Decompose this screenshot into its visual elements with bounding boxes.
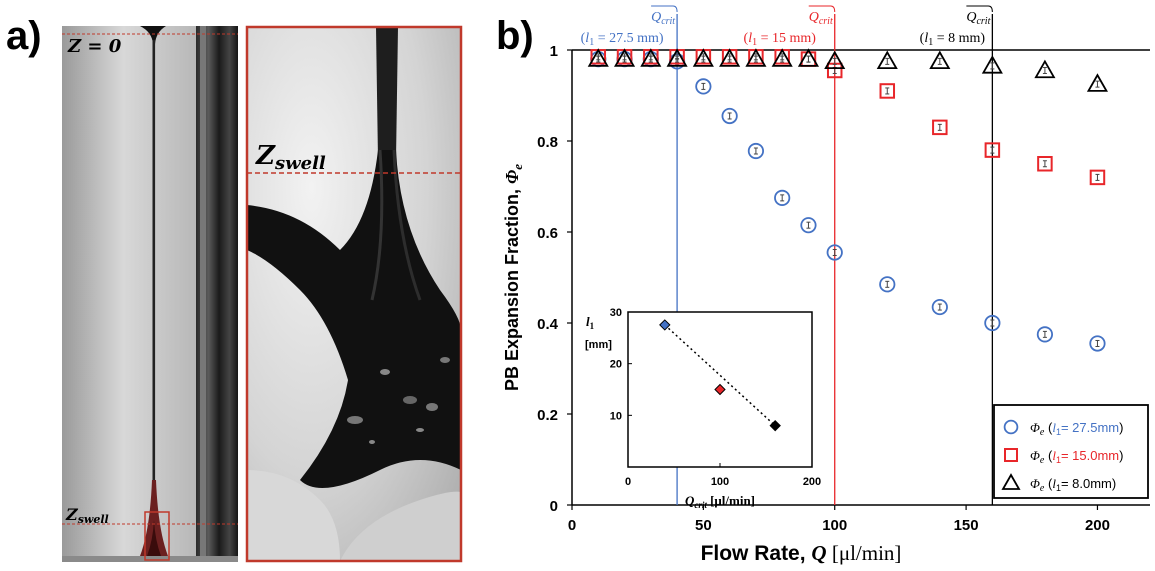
data-point [640, 48, 662, 67]
zoom-frame [245, 25, 463, 563]
inset-data-point [714, 383, 726, 396]
z0-label: Z = 0 [67, 36, 122, 57]
data-point [695, 78, 712, 95]
panel-label-b: b) [496, 14, 534, 58]
micrograph-zoom [247, 27, 461, 561]
data-point [1036, 326, 1054, 343]
inset-data-point [769, 419, 781, 432]
data-point [1003, 419, 1019, 435]
data-point [826, 244, 843, 261]
y-tick-label: 1 [550, 43, 558, 60]
qcrit-label: Qcrit [809, 10, 833, 27]
zoom-zswell-label: Zswell [255, 141, 326, 174]
inset-y-tick-label: 20 [610, 359, 622, 371]
data-point [876, 50, 898, 70]
x-tick-label: 150 [954, 517, 979, 534]
inset-y-unit: [mm] [585, 339, 612, 351]
micrograph-panel: Z = 0 Zswell Zswell [62, 25, 463, 563]
data-point [1037, 156, 1053, 172]
data-point [800, 217, 817, 234]
inset-y-label: l1 [586, 314, 595, 331]
inset-x-tick-label: 200 [803, 476, 821, 488]
data-point [981, 55, 1003, 74]
x-tick-label: 0 [568, 517, 576, 534]
data-point [932, 119, 948, 136]
inset-x-label: Qcrit [μl/min] [685, 493, 755, 510]
y-tick-label: 0 [550, 498, 558, 515]
y-tick-label: 0.2 [537, 407, 558, 424]
data-point [797, 48, 820, 67]
inset-chart: 10 20 30 0 100 200 l1 [mm] Qcrit [μl/min] [585, 307, 821, 510]
inset-data-point [659, 319, 671, 331]
y-tick-label: 0.6 [537, 225, 558, 242]
data-point [719, 48, 741, 67]
y-axis-label: PB Expansion Fraction, Φe [502, 164, 525, 391]
data-point [747, 142, 765, 160]
zswell-label: Zswell [65, 505, 109, 526]
inset-y-tick-label: 30 [610, 307, 622, 319]
qcrit-label: Qcrit [966, 10, 990, 27]
data-point [879, 83, 896, 99]
panel-label-a: a) [6, 14, 42, 58]
legend: Φe (l1= 27.5mm) Φe (l1= 15.0mm) Φe (l1= 8.… [993, 404, 1149, 499]
data-point [984, 314, 1001, 332]
x-tick-label: 200 [1085, 517, 1110, 534]
qcrit-bracket [808, 5, 836, 13]
data-point [1089, 335, 1106, 352]
data-point [1034, 59, 1056, 79]
data-point [1001, 473, 1021, 490]
legend-entry: Φe (l1= 8.0mm) [1030, 476, 1116, 494]
x-axis-label: Flow Rate, Q [μl/min] [701, 541, 902, 565]
y-tick-label: 0.8 [537, 134, 558, 151]
data-point [692, 48, 714, 67]
x-tick-label: 50 [695, 517, 712, 534]
data-point [613, 48, 636, 67]
data-point [721, 107, 738, 125]
data-point [879, 276, 896, 293]
data-point [745, 48, 767, 67]
legend-entry: Φe (l1= 27.5mm) [1030, 420, 1123, 438]
inset-x-tick-label: 100 [711, 476, 729, 488]
micrograph-full [62, 26, 238, 562]
zoom-region-box [144, 511, 170, 561]
data-point [931, 298, 948, 316]
legend-entry: Φe (l1= 15.0mm) [1030, 448, 1123, 466]
qcrit-bracket [651, 5, 678, 13]
qcrit-length-label: (l1 = 27.5 mm) [581, 31, 664, 48]
legend-box [993, 404, 1149, 499]
qcrit-length-label: (l1 = 8 mm) [920, 31, 986, 48]
qcrit-bracket [966, 5, 993, 13]
data-point [824, 50, 846, 70]
data-point [587, 48, 609, 67]
data-point [1089, 169, 1106, 186]
qcrit-label: Qcrit [651, 10, 675, 27]
inset-x-tick-label: 0 [625, 476, 631, 488]
data-point [771, 48, 793, 67]
data-point [1086, 73, 1109, 92]
data-point [1004, 448, 1018, 462]
data-point [666, 48, 688, 67]
data-point [929, 50, 951, 70]
y-tick-label: 0.4 [537, 316, 559, 333]
qcrit-length-label: (l1 = 15 mm) [744, 31, 817, 48]
inset-y-tick-label: 10 [610, 410, 622, 422]
data-point [774, 189, 791, 206]
x-tick-label: 100 [822, 517, 847, 534]
data-point [984, 142, 1001, 158]
